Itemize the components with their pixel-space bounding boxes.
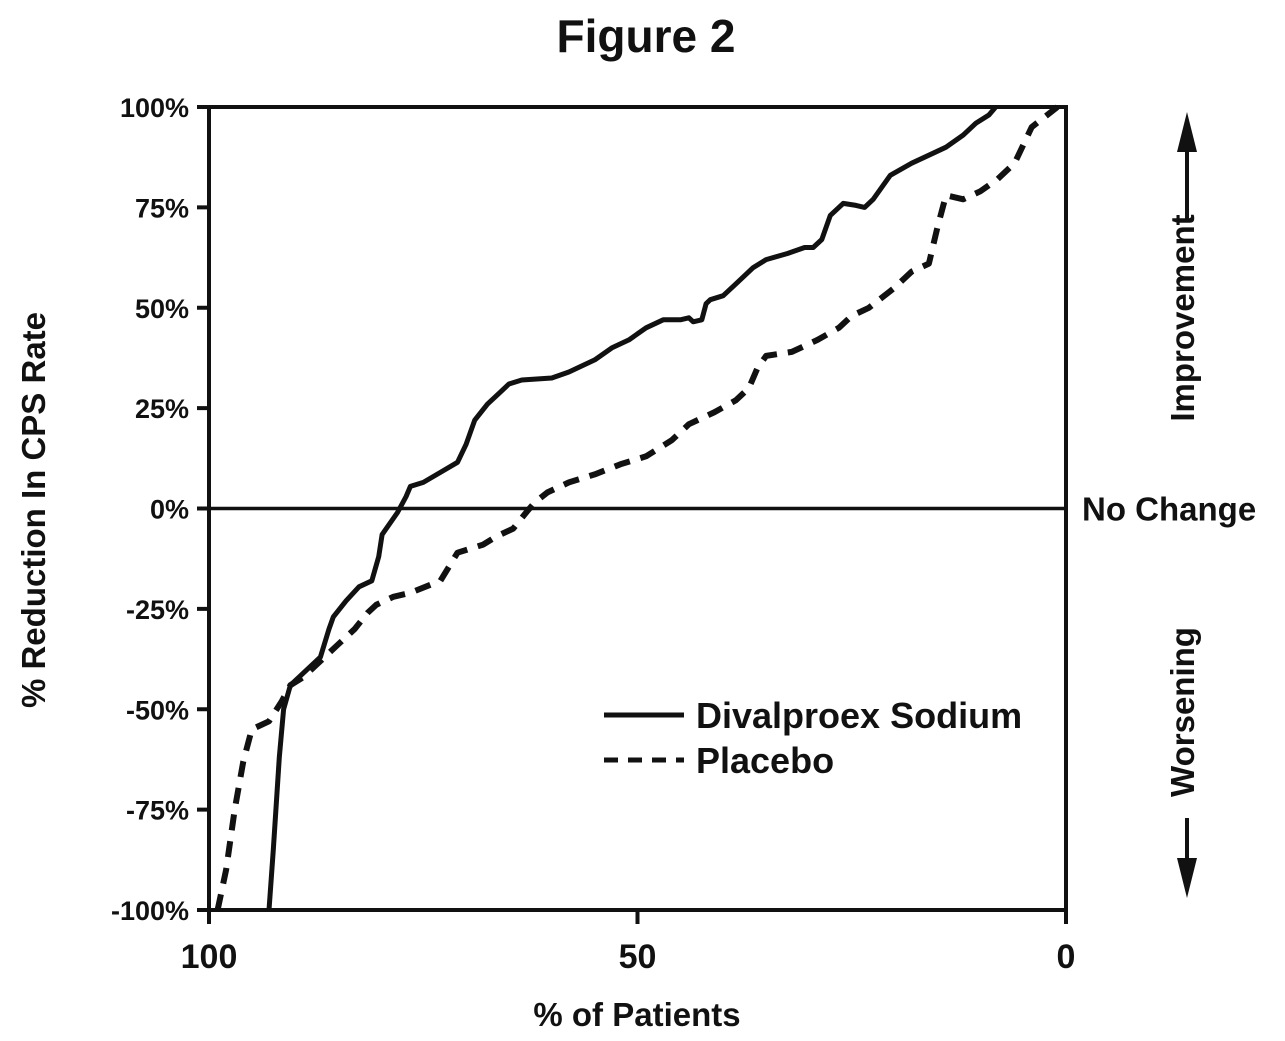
y-tick-label: 0% <box>150 495 189 525</box>
legend-label-placebo: Placebo <box>696 740 834 781</box>
x-tick-label: 0 <box>1057 938 1076 976</box>
improvement-arrow-head <box>1177 112 1197 152</box>
y-tick-label: 50% <box>135 294 189 324</box>
side-annotations: Improvement Worsening <box>1164 112 1201 898</box>
x-axis-label: % of Patients <box>533 996 740 1033</box>
series-line-placebo <box>214 104 1060 911</box>
y-tick-label: 100% <box>120 93 189 123</box>
series-line-divalproex-sodium <box>266 105 998 911</box>
series-lines <box>214 104 1060 911</box>
y-tick-label: 25% <box>135 394 189 424</box>
y-axis-ticks: 100% 75% 50% 25% 0% -25% -50% -75% -100% <box>111 93 209 926</box>
no-change-reference: No Change <box>209 491 1256 528</box>
worsening-arrow-head <box>1177 858 1197 898</box>
y-axis-label: % Reduction In CPS Rate <box>15 312 52 708</box>
worsening-label: Worsening <box>1164 627 1201 797</box>
y-tick-label: -75% <box>126 796 189 826</box>
x-axis-ticks: 100 50 0 <box>181 910 1076 976</box>
side-arrows <box>1177 112 1197 898</box>
legend-label-divalproex-sodium: Divalproex Sodium <box>696 695 1022 736</box>
chart-title: Figure 2 <box>557 10 736 62</box>
y-tick-label: 75% <box>135 193 189 223</box>
no-change-label: No Change <box>1082 491 1256 528</box>
x-tick-label: 50 <box>619 938 657 976</box>
improvement-label: Improvement <box>1164 214 1201 421</box>
x-tick-label: 100 <box>181 938 238 976</box>
y-tick-label: -25% <box>126 595 189 625</box>
y-tick-label: -50% <box>126 695 189 725</box>
y-tick-label: -100% <box>111 896 189 926</box>
